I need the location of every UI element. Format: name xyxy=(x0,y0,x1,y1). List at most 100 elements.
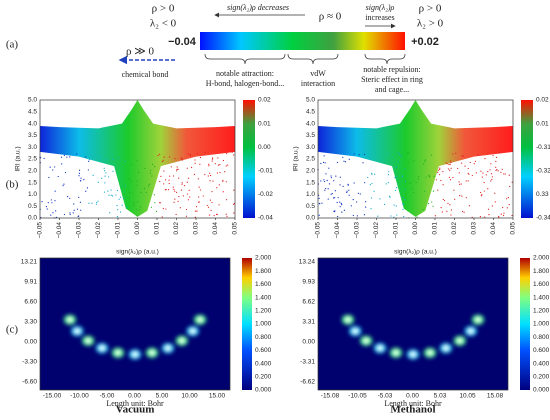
map-core xyxy=(74,328,80,334)
label: λ₂ < 0 xyxy=(150,18,177,30)
scatter-dot xyxy=(117,157,120,159)
scatter-dot xyxy=(225,165,227,167)
scatter-dot xyxy=(325,187,327,190)
colorbar-label: -0.02 xyxy=(258,191,273,198)
scatter-dot xyxy=(133,202,135,204)
scatter-dot xyxy=(490,163,492,165)
scatter-dot xyxy=(193,173,196,176)
scatter-dot xyxy=(87,160,90,162)
plot-frame xyxy=(39,257,231,391)
scatter-dot xyxy=(424,159,427,161)
scatter-dot xyxy=(467,172,469,174)
scatter-dot xyxy=(424,190,426,192)
scatter-dot xyxy=(488,214,490,216)
scatter-dot xyxy=(188,189,190,191)
scatter-dot xyxy=(417,175,420,178)
scatter-dot xyxy=(185,208,188,211)
scatter-dot xyxy=(445,162,447,164)
scatter-dot xyxy=(343,160,345,162)
x-axis-label: sign(λ₂)ρ (a.u.) xyxy=(394,249,437,256)
scatter-dot xyxy=(333,180,335,182)
y-tick-label: 1.5 xyxy=(28,179,37,186)
scatter-dot xyxy=(395,205,397,207)
scatter-dot xyxy=(417,178,419,180)
scatter-dot xyxy=(226,215,228,217)
map-core xyxy=(393,350,399,356)
scatter-dot xyxy=(446,210,448,212)
scatter-dot xyxy=(457,167,459,170)
scatter-dot xyxy=(339,176,341,178)
scatter-dot xyxy=(334,190,336,192)
scatter-dot xyxy=(116,215,119,218)
scatter-dot xyxy=(177,200,179,203)
scatter-dot xyxy=(404,180,406,183)
scatter-dot xyxy=(324,189,326,191)
label: +0.02 xyxy=(411,36,439,48)
x-axis-label: sign(λ₂)ρ (a.u.) xyxy=(116,249,159,256)
scatter-dot xyxy=(162,159,164,161)
scatter-dot xyxy=(320,162,322,165)
scatter-dot xyxy=(442,198,444,201)
scatter-dot xyxy=(225,199,228,201)
scatter-dot xyxy=(204,173,206,176)
y-tick-label: 1.0 xyxy=(28,191,37,198)
scatter-dot xyxy=(439,167,441,169)
scatter-dot xyxy=(136,184,138,186)
x-tick-label: −0.05 xyxy=(315,222,322,239)
scatter-dot xyxy=(191,166,193,169)
y-tick-label: 6.60 xyxy=(24,299,37,306)
x-tick-label: −0.04 xyxy=(56,222,63,239)
scatter-dot xyxy=(136,201,139,203)
scatter-dot xyxy=(501,168,503,170)
scatter-dot xyxy=(52,212,54,214)
y-tick-label: 5.0 xyxy=(306,97,315,104)
scatter-dot xyxy=(459,194,461,197)
label: (b) xyxy=(6,179,19,191)
scatter-dot xyxy=(137,171,140,174)
scatter-dot xyxy=(73,209,75,211)
scatter-dot xyxy=(394,177,396,179)
scatter-dot xyxy=(129,191,131,194)
scatter-dot xyxy=(217,164,220,166)
scatter-dot xyxy=(46,208,48,210)
scatter-dot xyxy=(491,179,493,181)
scatter-dot xyxy=(176,166,178,168)
label: and cage... xyxy=(375,85,409,94)
scatter-dot xyxy=(168,179,170,181)
scatter-dot xyxy=(331,192,333,195)
scatter-dot xyxy=(206,204,208,207)
scatter-dot xyxy=(164,179,167,181)
scatter-dot xyxy=(387,174,390,176)
scatter-dot xyxy=(164,189,166,191)
scatter-dot xyxy=(449,204,451,206)
colorbar-label: 1.400 xyxy=(255,294,272,301)
scatter-dot xyxy=(105,172,107,174)
scatter-dot xyxy=(225,213,227,215)
scatter-dot xyxy=(54,200,56,202)
x-tick-label: 10.00 xyxy=(181,393,198,400)
scatter-dot xyxy=(467,180,469,182)
scatter-dot xyxy=(148,183,151,186)
y-tick-label: 3.5 xyxy=(28,132,37,139)
scatter-cloud xyxy=(318,100,513,217)
scatter-dot xyxy=(174,190,176,192)
colorbar-label: 0.800 xyxy=(255,334,272,341)
scatter-dot xyxy=(337,215,339,218)
scatter-dot xyxy=(480,170,482,172)
scatter-dot xyxy=(428,175,431,177)
scatter-dot xyxy=(222,159,225,162)
y-tick-label: 1.0 xyxy=(306,191,315,198)
scatter-dot xyxy=(195,206,198,208)
scatter-dot xyxy=(494,192,496,194)
y-tick-label: 0.0 xyxy=(306,215,315,222)
scatter-dot xyxy=(427,202,430,205)
scatter-dot xyxy=(189,153,191,156)
scatter-dot xyxy=(157,154,159,157)
scatter-dot xyxy=(413,191,415,194)
scatter-dot xyxy=(64,171,67,174)
scatter-dot xyxy=(450,214,452,216)
map-core xyxy=(132,351,138,357)
scatter-dot xyxy=(104,182,106,184)
scatter-dot xyxy=(356,201,358,203)
scatter-dot xyxy=(104,175,106,177)
